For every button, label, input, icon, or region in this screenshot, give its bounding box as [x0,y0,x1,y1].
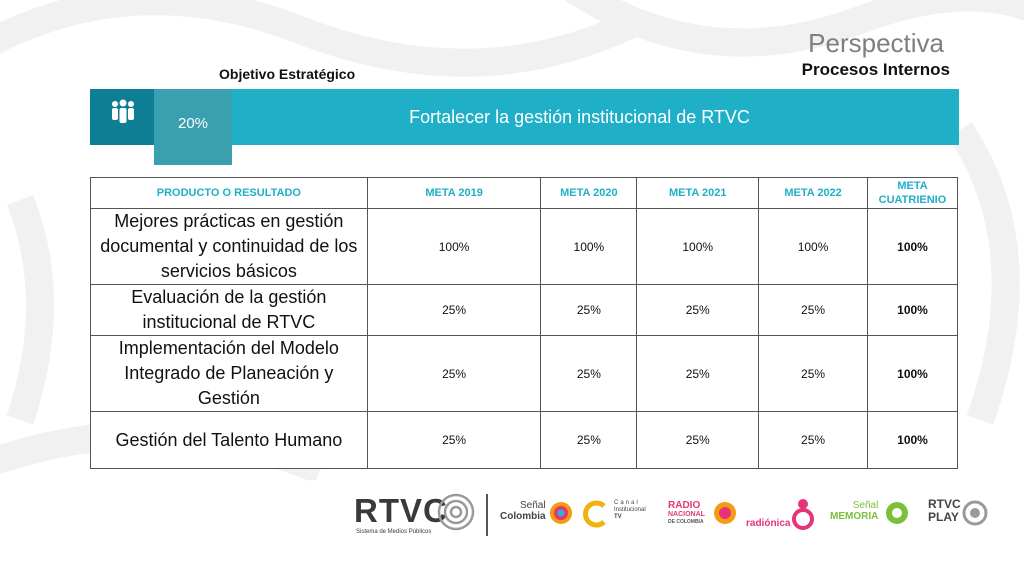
meta-cuatrienio-cell: 100% [866,335,959,412]
senal-memoria-logo: Señal MEMORIA [830,500,879,522]
product-cell: Gestión del Talento Humano [90,411,368,469]
header-meta-2019: META 2019 [366,177,542,209]
senal-colombia-icon [550,502,572,524]
canal-institucional-icon [583,500,606,528]
meta-2021-cell: 25% [636,411,760,469]
header-meta-2021: META 2021 [636,177,760,209]
header-meta-2022: META 2022 [758,177,868,209]
meta-2022-cell: 100% [758,208,868,285]
weight-percent: 20% [154,89,232,165]
rtvc-logo-subtitle: Sistema de Medios Públicos [356,529,432,535]
table-row: Evaluación de la gestión institucional d… [90,284,959,336]
meta-2020-cell: 25% [540,411,638,469]
meta-2020-cell: 25% [540,284,638,336]
rtvc-play-icon [962,500,988,526]
header-product: PRODUCTO O RESULTADO [90,177,368,209]
meta-2019-cell: 25% [366,335,542,412]
people-group-icon [112,99,134,123]
product-cell: Evaluación de la gestión institucional d… [90,284,368,336]
table-row: Mejores prácticas en gestión documental … [90,208,959,285]
table-row: Implementación del Modelo Integrado de P… [90,335,959,412]
senal-colombia-logo: Señal Colombia [500,500,546,522]
radio-nacional-icon [714,502,736,524]
radionica-icon [792,499,814,530]
meta-2022-cell: 25% [758,335,868,412]
header-meta-2020: META 2020 [540,177,638,209]
meta-2022-cell: 25% [758,284,868,336]
header-meta-cuatrienio: META CUATRIENIO [866,177,959,209]
meta-2019-cell: 25% [366,284,542,336]
canal-institucional-logo: Canal Institucional TV [614,500,646,520]
meta-cuatrienio-cell: 100% [866,411,959,469]
meta-2022-cell: 25% [758,411,868,469]
rtvc-logo-text: RTVC [354,492,448,529]
meta-cuatrienio-cell: 100% [866,284,959,336]
objective-title: Fortalecer la gestión institucional de R… [409,106,750,127]
rtvc-play-logo: RTVC PLAY [928,497,961,524]
meta-cuatrienio-cell: 100% [866,208,959,285]
radio-nacional-logo: RADIO NACIONAL DE COLOMBIA [668,500,705,525]
table-row: Gestión del Talento Humano 25% 25% 25% 2… [90,411,959,469]
meta-2019-cell: 100% [366,208,542,285]
meta-2021-cell: 25% [636,284,760,336]
radionica-logo: radiónica [746,518,791,529]
goals-table: PRODUCTO O RESULTADO META 2019 META 2020… [90,177,959,469]
perspective-subtitle: Procesos Internos [801,60,950,79]
rtvc-swirl-icon [437,493,475,531]
meta-2021-cell: 100% [636,208,760,285]
perspective-title: Perspectiva [808,28,944,58]
objective-banner [90,89,959,145]
meta-2021-cell: 25% [636,335,760,412]
senal-memoria-icon [886,502,908,524]
logo-divider [486,494,488,536]
brand-logos-strip: RTVC Sistema de Medios Públicos Señal Co… [310,480,1010,550]
meta-2020-cell: 25% [540,335,638,412]
table-header-row: PRODUCTO O RESULTADO META 2019 META 2020… [90,177,959,209]
product-cell: Implementación del Modelo Integrado de P… [90,335,368,412]
meta-2019-cell: 25% [366,411,542,469]
product-cell: Mejores prácticas en gestión documental … [90,208,368,285]
meta-2020-cell: 100% [540,208,638,285]
objective-label: Objetivo Estratégico [219,66,356,82]
